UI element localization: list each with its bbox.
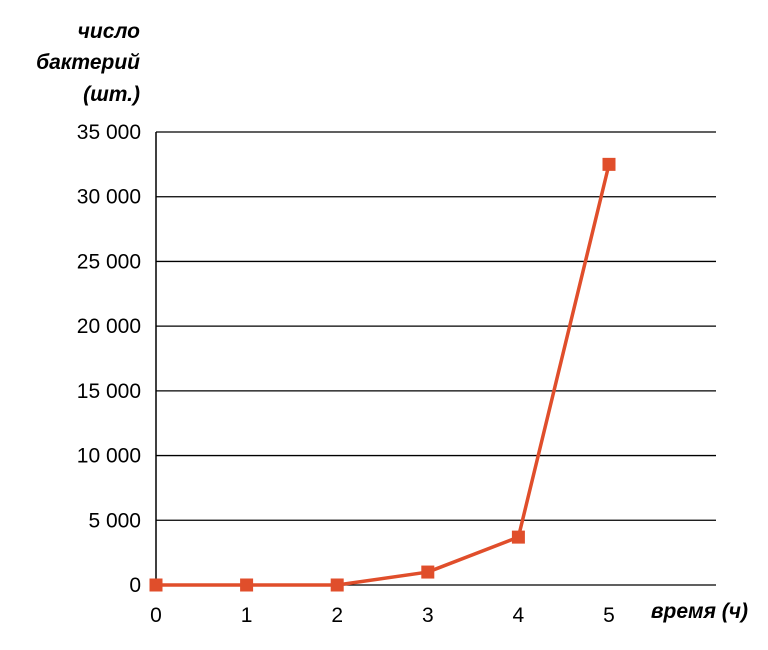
- y-tick-label: 5 000: [88, 509, 141, 532]
- gridlines: [156, 131, 716, 586]
- y-tick-label: 25 000: [77, 250, 141, 273]
- series-line: [156, 163, 611, 587]
- x-tick-label: 1: [241, 604, 253, 627]
- x-tick-labels: 0 1 2 3 4 5: [150, 604, 615, 627]
- y-axis-title-line-1: число: [78, 20, 141, 43]
- y-tick-label: 10 000: [77, 445, 141, 468]
- data-point-marker: [149, 578, 163, 592]
- y-axis-title-line-2: бактерий: [36, 51, 140, 74]
- series-group: [149, 157, 616, 592]
- y-axis-title: число бактерий (шт.): [36, 20, 140, 106]
- data-point-marker: [421, 565, 435, 579]
- data-point-marker: [602, 157, 616, 171]
- y-tick-labels: 0 5 000 10 000 15 000 20 000 25 000 30 000 35 0…: [77, 121, 141, 597]
- data-point-marker: [511, 530, 525, 544]
- x-tick-label: 4: [513, 604, 525, 627]
- y-tick-label: 15 000: [77, 380, 141, 403]
- x-axis-title: время (ч): [651, 600, 748, 623]
- x-tick-label: 3: [422, 604, 434, 627]
- data-point-marker: [330, 578, 344, 592]
- y-tick-label: 30 000: [77, 186, 141, 209]
- x-tick-label: 0: [150, 604, 162, 627]
- y-tick-label: 0: [129, 574, 141, 597]
- y-tick-label: 35 000: [77, 121, 141, 144]
- data-point-marker: [240, 578, 254, 592]
- x-tick-label: 5: [603, 604, 615, 627]
- x-tick-label: 2: [331, 604, 343, 627]
- y-axis-title-line-3: (шт.): [83, 83, 140, 106]
- y-tick-label: 20 000: [77, 315, 141, 338]
